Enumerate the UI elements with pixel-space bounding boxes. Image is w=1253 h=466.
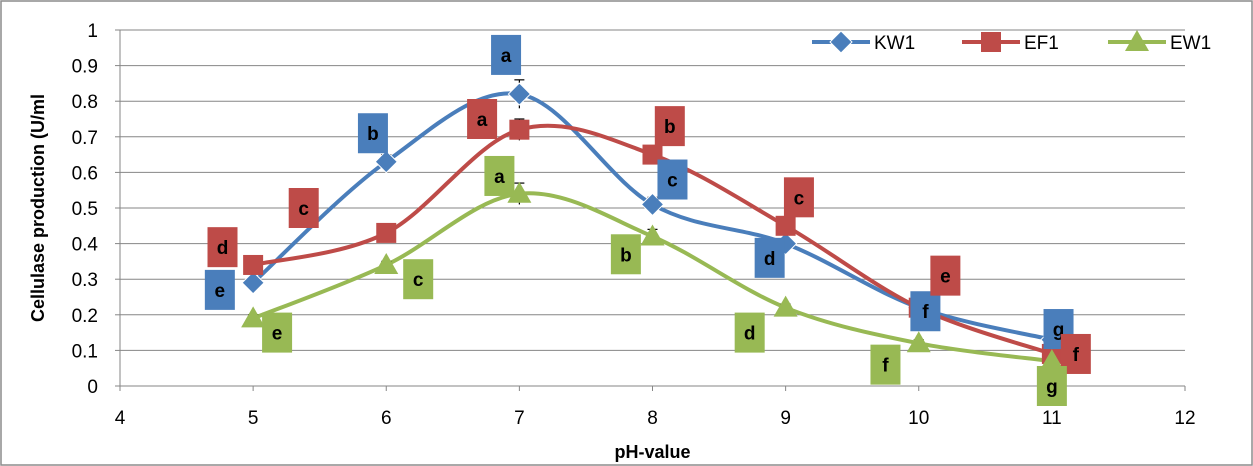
data-point-kw1: [241, 271, 265, 295]
data-point-ew1: [374, 252, 399, 274]
legend-label-ew1: EW1: [1170, 33, 1211, 54]
significance-letter-kw1: g: [1053, 320, 1065, 341]
data-point-ef1: [509, 119, 530, 140]
letter-box-ew1: [1036, 366, 1067, 406]
y-tick-label: 0.3: [72, 270, 98, 291]
letter-box-ef1: [930, 255, 961, 296]
letter-box-kw1: [910, 291, 941, 332]
significance-letter-ew1: e: [272, 324, 283, 345]
y-tick-label: 1: [87, 21, 98, 42]
significance-letter-ef1: d: [217, 238, 229, 259]
y-tick-label: 0.7: [72, 128, 98, 149]
significance-letter-ef1: c: [298, 199, 309, 220]
letter-box-ef1: [783, 177, 814, 218]
significance-letter-kw1: c: [667, 171, 678, 192]
significance-letter-ew1: d: [744, 324, 756, 345]
letter-box-kw1: [357, 113, 388, 154]
data-point-ew1: [773, 295, 798, 317]
letter-box-ew1: [734, 312, 765, 353]
data-point-ew1: [640, 224, 665, 246]
x-tick-label: 6: [381, 408, 392, 429]
letter-box-ew1: [484, 155, 515, 196]
significance-letter-ew1: a: [494, 167, 505, 188]
axes: [119, 30, 1186, 391]
significance-letter-ef1: e: [940, 267, 951, 288]
legend-marker-ew1: [1125, 30, 1149, 51]
x-axis-title: pH-value: [614, 442, 690, 462]
y-tick-label: 0: [87, 377, 98, 398]
significance-letter-ew1: f: [882, 356, 889, 377]
letter-box-ew1: [262, 312, 293, 353]
x-tick-label: 9: [780, 408, 791, 429]
significance-letter-kw1: f: [922, 302, 929, 323]
significance-letter-kw1: a: [501, 46, 512, 67]
significance-letter-ew1: g: [1046, 377, 1058, 398]
letter-box-kw1: [491, 34, 522, 75]
y-tick-label: 0.8: [72, 92, 98, 113]
data-point-ew1: [1039, 349, 1064, 371]
letter-box-kw1: [754, 237, 785, 278]
significance-letter-ew1: c: [413, 270, 424, 291]
significance-letter-ew1: b: [620, 245, 632, 266]
y-tick-label: 0.6: [72, 163, 98, 184]
x-tick-label: 5: [248, 408, 259, 429]
letter-box-ef1: [654, 106, 685, 147]
letter-box-ew1: [610, 234, 641, 275]
data-point-kw1: [507, 82, 532, 106]
legend-marker-kw1: [829, 30, 853, 54]
letter-box-kw1: [657, 159, 688, 200]
data-point-ef1: [243, 254, 264, 275]
data-point-kw1: [374, 150, 398, 174]
x-tick-label: 8: [647, 408, 658, 429]
letter-box-ew1: [870, 344, 901, 385]
data-point-ew1: [507, 181, 532, 203]
x-tick-label: 11: [1042, 408, 1062, 429]
x-tick-label: 12: [1174, 408, 1195, 429]
letter-box-kw1: [204, 269, 235, 310]
x-tick-label: 7: [514, 408, 525, 429]
legend-label-ef1: EF1: [1024, 33, 1059, 54]
legend: KW1 EF1 EW1: [812, 30, 1211, 54]
data-point-ef1: [775, 215, 796, 236]
legend-marker-ef1: [981, 32, 1001, 52]
y-tick-label: 0.1: [72, 341, 98, 362]
data-point-ew1: [241, 306, 266, 328]
y-axis-title: Cellulase production (U/ml: [28, 94, 48, 322]
legend-label-kw1: KW1: [874, 33, 915, 54]
y-tick-labels: 0 0.1 0.2 0.3 0.4 0.5 0.6 0.7 0.8 0.9 1: [72, 21, 99, 398]
significance-letter-kw1: d: [764, 249, 776, 270]
significance-letter-ef1: b: [664, 117, 676, 138]
x-tick-label: 10: [908, 408, 929, 429]
letter-box-ew1: [403, 259, 434, 300]
letter-box-ef1: [467, 99, 498, 139]
significance-letter-ef1: c: [794, 188, 805, 209]
significance-letter-kw1: e: [215, 281, 226, 302]
x-tick-label: 4: [115, 408, 126, 429]
y-tick-label: 0.5: [72, 199, 98, 220]
data-point-ew1: [906, 331, 931, 353]
letter-box-ef1: [207, 227, 238, 268]
x-tick-labels: 4 5 6 7 8 9 10 11 12: [115, 408, 1196, 429]
data-point-ef1: [376, 222, 397, 243]
y-tick-label: 0.4: [72, 235, 99, 256]
letter-box-ef1: [288, 188, 319, 228]
significance-letter-kw1: b: [367, 124, 379, 145]
y-tick-label: 0.9: [72, 57, 98, 78]
y-tick-label: 0.2: [72, 306, 98, 327]
significance-letter-ef1: f: [1073, 345, 1080, 366]
significance-letter-ef1: a: [477, 110, 488, 131]
